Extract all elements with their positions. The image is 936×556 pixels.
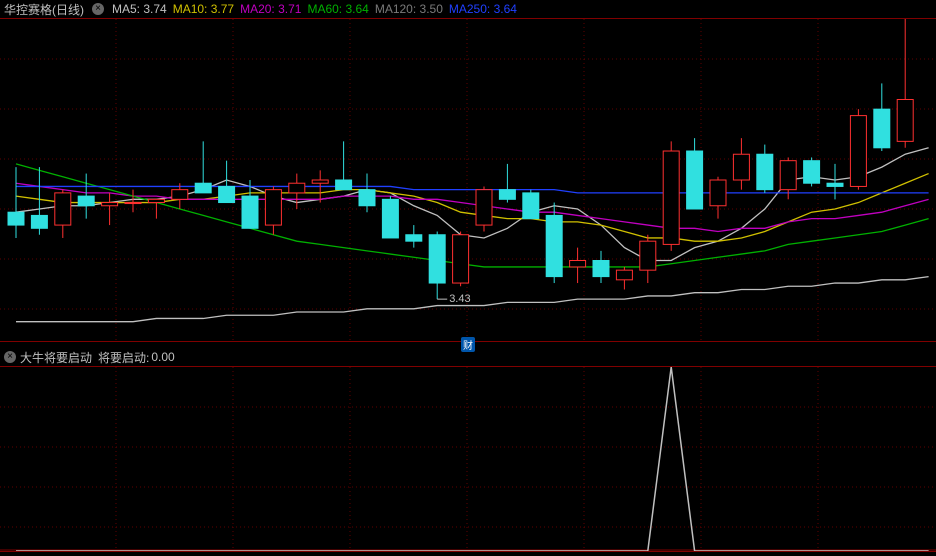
indicator-header: 大牛将要启动 将要启动: 0.00 xyxy=(0,348,936,366)
close-icon[interactable] xyxy=(4,351,16,363)
ma-readout-ma120: MA120: 3.50 xyxy=(375,2,443,16)
bottom-strip xyxy=(0,550,936,556)
close-icon[interactable] xyxy=(92,3,104,15)
indicator-value: 0.00 xyxy=(151,350,174,364)
low-price-annotation: 3.43 xyxy=(449,293,470,305)
chart-header: 华控赛格(日线) MA5: 3.74MA10: 3.77MA20: 3.71MA… xyxy=(0,0,936,18)
stock-title: 华控赛格(日线) xyxy=(4,1,84,18)
ma-readout-ma250: MA250: 3.64 xyxy=(449,2,517,16)
ma-readout-ma20: MA20: 3.71 xyxy=(240,2,301,16)
ma-readout-ma10: MA10: 3.77 xyxy=(173,2,234,16)
main-candlestick-chart[interactable]: 3.43 xyxy=(0,18,936,342)
ma-readout-ma5: MA5: 3.74 xyxy=(112,2,167,16)
ma-readout: MA5: 3.74 MA10: 3.77 MA20: 3.71 MA60: 3.64 M… xyxy=(112,0,523,18)
indicator-label: 将要启动: xyxy=(98,349,149,366)
mid-strip: 财 xyxy=(0,340,936,348)
ma-readout-ma60: MA60: 3.64 xyxy=(307,2,368,16)
indicator-chart[interactable] xyxy=(0,366,936,552)
indicator-title: 大牛将要启动 xyxy=(20,349,92,366)
